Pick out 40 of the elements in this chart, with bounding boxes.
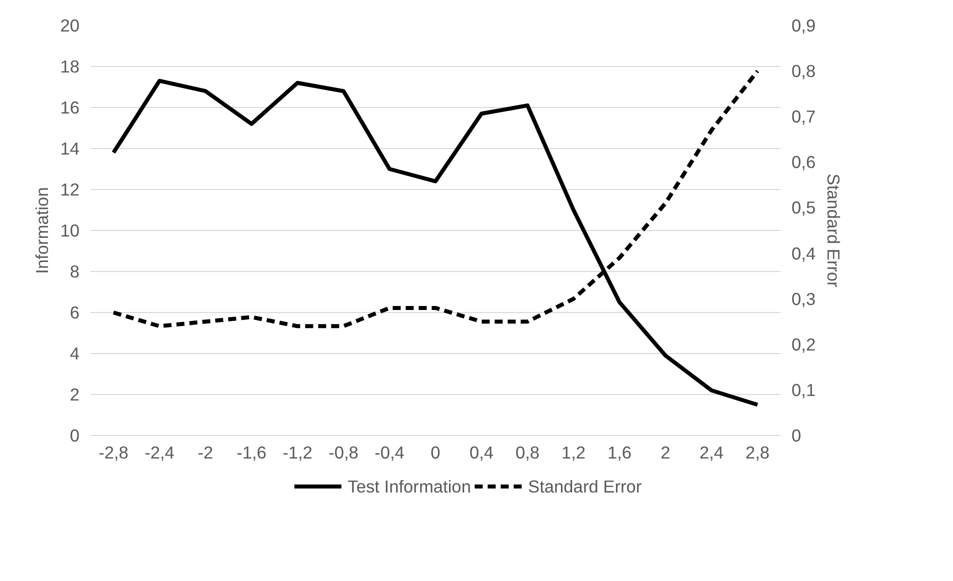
y2-tick-label: 0,3	[792, 288, 816, 309]
y-tick-label: 18	[60, 56, 80, 76]
y2-tick-label: 0,2	[792, 334, 816, 354]
y-axis-title: Information	[32, 187, 52, 274]
y-tick-label: 10	[60, 220, 80, 240]
y2-tick-label: 0,6	[792, 152, 816, 172]
y-tick-label: 16	[60, 98, 80, 118]
x-tick-label: 2,4	[699, 442, 724, 462]
y-tick-label: 20	[60, 16, 80, 36]
x-tick-label: -1,2	[282, 442, 312, 462]
y-tick-label: 8	[70, 262, 80, 282]
x-tick-label: -2	[198, 442, 214, 462]
y-tick-label: 14	[60, 138, 80, 158]
y2-tick-label: 0,9	[792, 16, 816, 36]
x-tick-label: -0,4	[374, 442, 405, 462]
x-tick-label: -2,4	[144, 442, 175, 462]
x-tick-label: 2	[660, 442, 670, 462]
y2-tick-label: 0	[792, 426, 802, 446]
y2-tick-label: 0,7	[792, 106, 816, 127]
x-tick-label: -0,8	[328, 442, 358, 462]
x-tick-label: 0,4	[469, 442, 494, 462]
x-tick-label: 1,2	[561, 442, 586, 462]
y2-tick-label: 0,8	[792, 61, 816, 82]
y2-tick-label: 0,5	[792, 198, 816, 218]
y-tick-label: 12	[60, 180, 80, 200]
x-tick-label: -1,6	[236, 442, 266, 462]
legend-label: Standard Error	[528, 476, 642, 496]
y-tick-label: 6	[70, 302, 80, 322]
y-tick-label: 0	[70, 426, 80, 446]
x-tick-label: 0,8	[515, 442, 540, 462]
y-tick-label: 4	[70, 344, 80, 364]
x-tick-label: 0	[430, 442, 440, 462]
y2-tick-label: 0,1	[792, 380, 816, 400]
x-tick-label: 1,6	[607, 442, 632, 462]
y2-axis-title: Standard Error	[824, 174, 844, 288]
legend-label: Test Information	[348, 476, 471, 496]
y2-tick-label: 0,4	[792, 243, 816, 264]
y-tick-label: 2	[70, 384, 80, 404]
x-tick-label: -2,8	[98, 442, 128, 462]
x-tick-label: 2,8	[745, 442, 770, 462]
